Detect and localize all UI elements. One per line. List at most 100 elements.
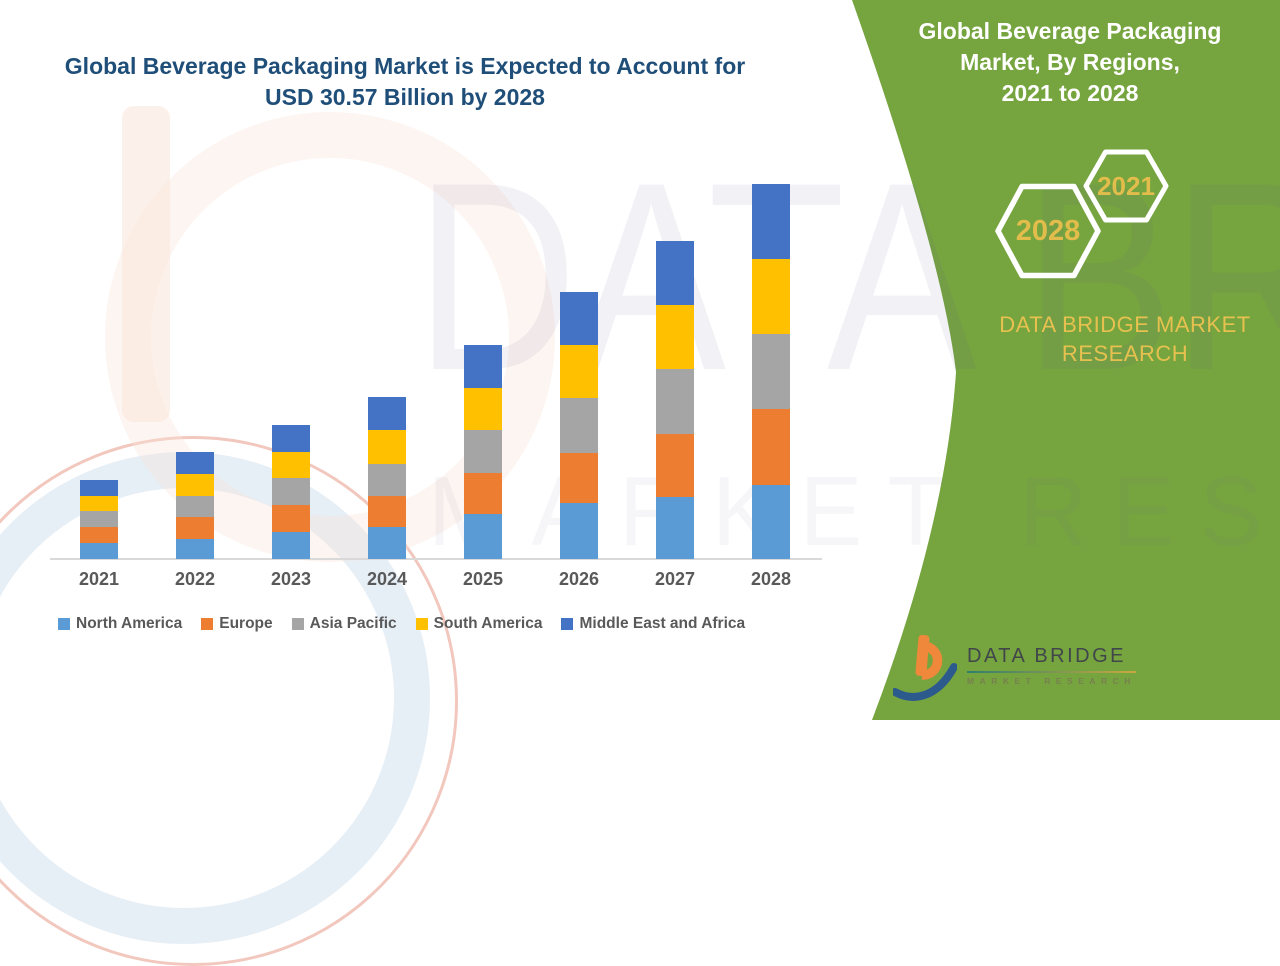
legend-label-north-america: North America xyxy=(76,615,183,632)
watermark-logo-stem xyxy=(122,106,170,422)
bar-2022 xyxy=(176,452,214,559)
legend-label-middle-east-and-africa: Middle East and Africa xyxy=(579,615,746,632)
hexagon-outline-icon xyxy=(1083,149,1169,223)
bar-2024 xyxy=(368,397,406,559)
hexagon-year-2028: 2028 xyxy=(1015,214,1081,247)
footer-logo-tagline: MARKET RESEARCH xyxy=(967,675,1136,686)
bar-segment-2027-asia-pacific xyxy=(656,369,694,434)
bar-segment-2028-north-america xyxy=(752,484,790,559)
x-axis-label-2025: 2025 xyxy=(462,569,504,589)
bar-segment-2023-south-america xyxy=(272,451,310,479)
chart-title: Global Beverage Packaging Market is Expe… xyxy=(60,51,750,113)
bar-segment-2028-middle-east-and-africa xyxy=(752,183,790,259)
legend-item-north-america: North America xyxy=(58,615,182,633)
legend-marker-asia-pacific xyxy=(291,618,304,630)
side-panel-title-line2: Market, By Regions, xyxy=(960,49,1180,75)
bar-2026 xyxy=(560,292,598,559)
bar-segment-2025-north-america xyxy=(464,514,502,559)
x-axis-label-2027: 2027 xyxy=(654,569,696,589)
x-axis-label-2023: 2023 xyxy=(270,569,312,589)
bar-segment-2021-europe xyxy=(80,526,118,544)
chart-title-line2: USD 30.57 Billion by 2028 xyxy=(265,84,545,110)
bar-segment-2026-middle-east-and-africa xyxy=(560,292,598,346)
bar-segment-2027-north-america xyxy=(656,496,694,559)
bar-segment-2024-middle-east-and-africa xyxy=(368,397,406,431)
bar-segment-2022-north-america xyxy=(176,539,214,559)
brand-wordmark: DATA BRIDGE MARKET RESEARCH xyxy=(983,310,1267,368)
bar-2028 xyxy=(752,183,790,559)
bar-segment-2022-middle-east-and-africa xyxy=(176,452,214,475)
legend-label-south-america: South America xyxy=(433,615,543,632)
bar-segment-2024-europe xyxy=(368,496,406,528)
bar-segment-2026-south-america xyxy=(560,345,598,399)
side-panel-background xyxy=(852,0,1280,720)
legend-marker-south-america xyxy=(415,618,428,630)
hexagon-year-2021: 2021 xyxy=(1097,170,1155,201)
legend-item-asia-pacific: Asia Pacific xyxy=(291,615,397,633)
footer-logo-name: DATA BRIDGE xyxy=(967,645,1127,667)
x-axis-label-2024: 2024 xyxy=(366,569,408,589)
chart-title-line1: Global Beverage Packaging Market is Expe… xyxy=(64,53,746,79)
bar-segment-2021-north-america xyxy=(80,543,118,559)
bar-segment-2024-south-america xyxy=(368,430,406,465)
stacked-bar-chart: 2021 2022 2023 2024 2025 2026 2027 2028 xyxy=(50,183,822,589)
hexagon-badge-2021: 2021 xyxy=(1083,149,1169,223)
bar-segment-2026-asia-pacific xyxy=(560,398,598,453)
bar-segment-2021-south-america xyxy=(80,495,118,511)
x-axis-line xyxy=(50,558,822,560)
bar-segment-2021-middle-east-and-africa xyxy=(80,480,118,496)
legend-item-south-america: South America xyxy=(415,615,543,633)
bar-segment-2022-europe xyxy=(176,516,214,539)
bar-segment-2027-south-america xyxy=(656,304,694,370)
bar-segment-2022-south-america xyxy=(176,474,214,496)
bar-segment-2023-asia-pacific xyxy=(272,478,310,506)
bar-segment-2028-asia-pacific xyxy=(752,333,790,409)
footer-logo: DATA BRIDGE MARKET RESEARCH xyxy=(893,633,1136,703)
bar-2025 xyxy=(464,345,502,559)
legend-marker-middle-east-and-africa xyxy=(561,618,574,630)
x-axis-label-2026: 2026 xyxy=(558,569,600,589)
bar-segment-2025-south-america xyxy=(464,388,502,431)
bar-segment-2024-asia-pacific xyxy=(368,464,406,497)
bar-segment-2028-europe xyxy=(752,408,790,485)
brand-wordmark-line1: DATA BRIDGE MARKET xyxy=(999,312,1251,337)
bar-segment-2022-asia-pacific xyxy=(176,495,214,517)
side-panel-title: Global Beverage Packaging Market, By Reg… xyxy=(905,16,1235,109)
bar-segment-2027-middle-east-and-africa xyxy=(656,241,694,305)
data-bridge-logo-icon xyxy=(893,634,957,701)
bar-segment-2027-europe xyxy=(656,433,694,497)
bar-segment-2023-north-america xyxy=(272,531,310,559)
bar-2023 xyxy=(272,424,310,559)
brand-wordmark-line2: RESEARCH xyxy=(1061,341,1189,366)
bar-segment-2026-north-america xyxy=(560,503,598,559)
legend-marker-north-america xyxy=(58,618,70,630)
x-axis-label-2021: 2021 xyxy=(78,569,120,589)
legend-label-asia-pacific: Asia Pacific xyxy=(309,615,397,632)
side-panel-title-line3: 2021 to 2028 xyxy=(1001,80,1139,106)
bar-segment-2023-middle-east-and-africa xyxy=(272,424,310,452)
footer-logo-rule xyxy=(967,671,1136,673)
side-panel-title-line1: Global Beverage Packaging xyxy=(918,18,1222,44)
x-axis-label-2022: 2022 xyxy=(174,569,216,589)
bar-segment-2023-europe xyxy=(272,505,310,532)
legend-label-europe: Europe xyxy=(219,615,273,632)
hexagon-badge-2028: 2028 xyxy=(994,183,1102,279)
chart-legend: North America Europe Asia Pacific South Ame… xyxy=(58,615,745,633)
bar-segment-2021-asia-pacific xyxy=(80,510,118,527)
legend-item-middle-east-and-africa: Middle East and Africa xyxy=(561,615,745,633)
legend-item-europe: Europe xyxy=(201,615,273,633)
footer-logo-text: DATA BRIDGE MARKET RESEARCH xyxy=(967,645,1136,686)
bar-segment-2024-north-america xyxy=(368,527,406,559)
bar-segment-2026-europe xyxy=(560,452,598,504)
legend-marker-europe xyxy=(201,618,214,630)
bar-2027 xyxy=(656,241,694,559)
bar-2021 xyxy=(80,480,118,559)
watermark-text-data-bridge: DATA BRIDGE xyxy=(415,126,1280,426)
bar-segment-2025-middle-east-and-africa xyxy=(464,345,502,389)
bar-segment-2025-europe xyxy=(464,473,502,514)
x-axis-label-2028: 2028 xyxy=(750,569,792,589)
bar-segment-2025-asia-pacific xyxy=(464,430,502,474)
hexagon-outline-icon xyxy=(995,183,1101,279)
bar-segment-2028-south-america xyxy=(752,258,790,334)
